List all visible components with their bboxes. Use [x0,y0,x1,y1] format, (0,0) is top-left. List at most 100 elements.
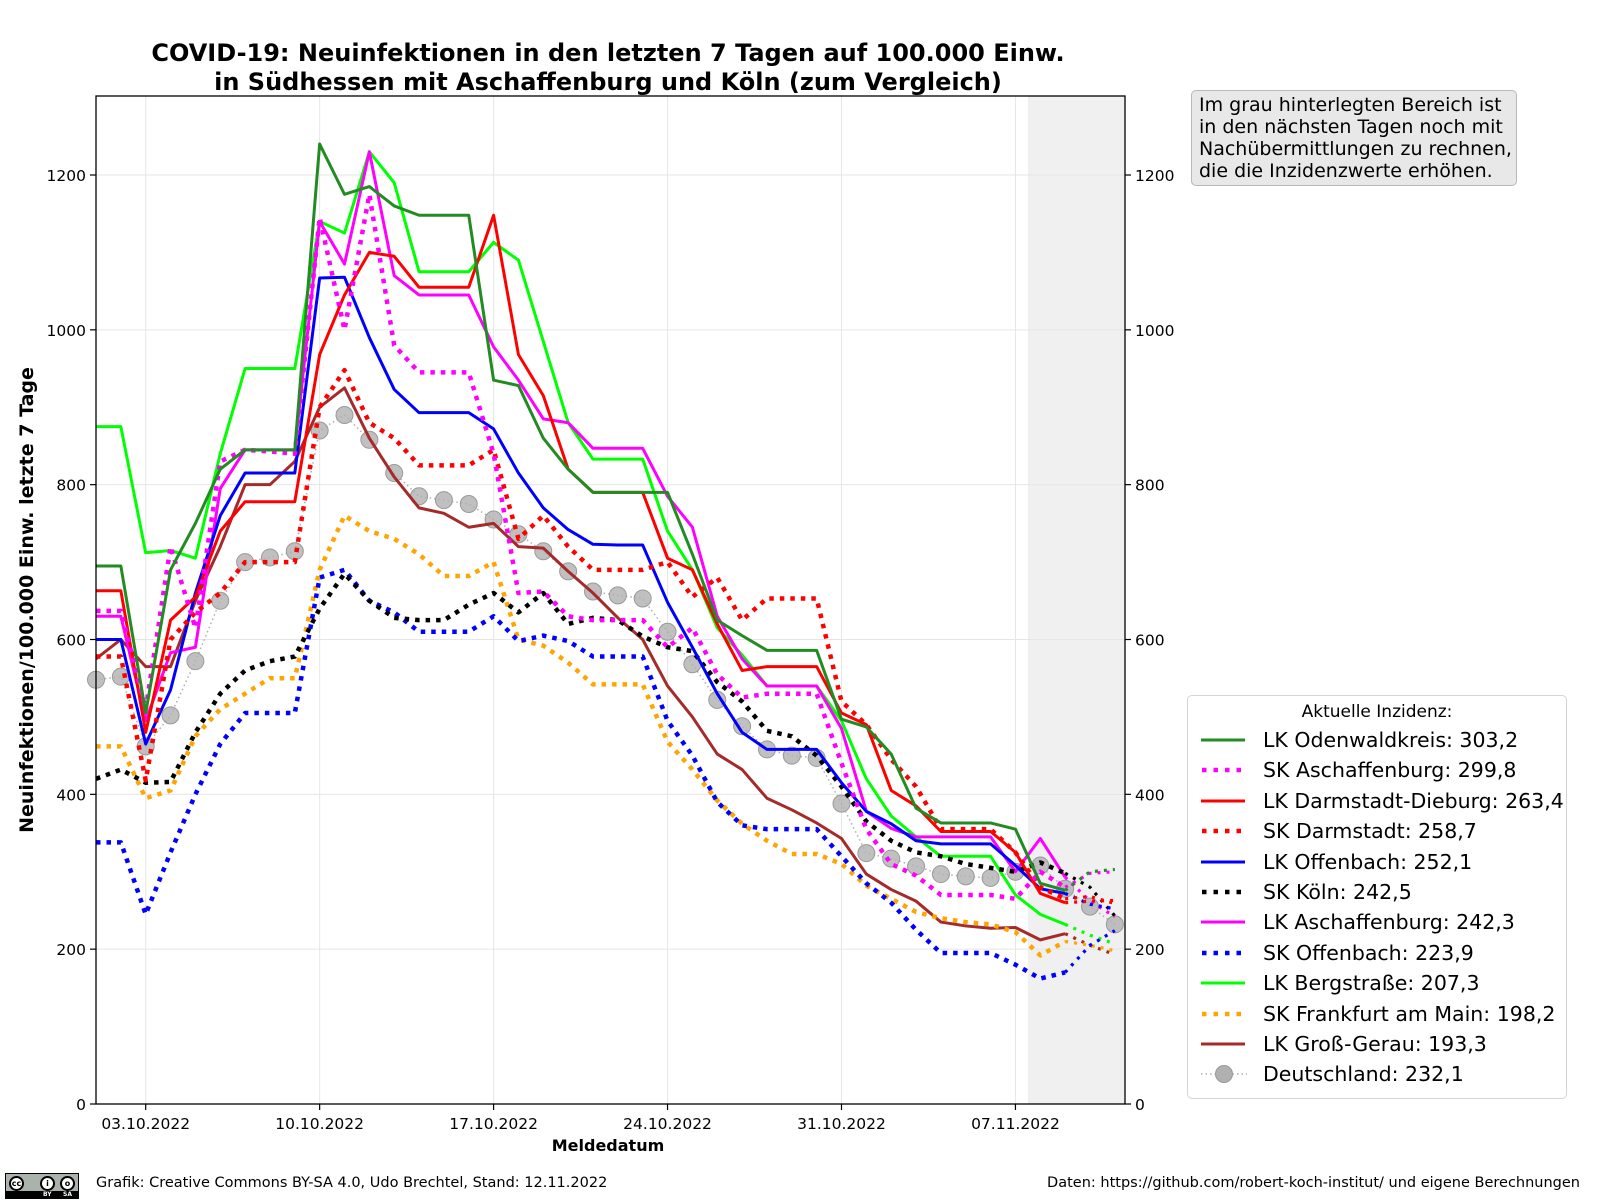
legend-label: LK Darmstadt-Dieburg: 263,4 [1263,788,1564,813]
data-point [161,706,180,725]
x-tick-label: 03.10.2022 [101,1115,190,1133]
data-point [956,867,975,886]
footer-data-source: Daten: https://github.com/robert-koch-in… [1047,1175,1580,1191]
legend-item: SK Darmstadt: 258,7 [1201,816,1477,846]
note-line: in den nächsten Tagen noch mit [1199,116,1503,138]
y-tick-label-right: 200 [1135,941,1165,959]
legend-label: LK Odenwaldkreis: 303,2 [1263,728,1519,752]
series-layer [87,142,1124,981]
x-tick-label: 24.10.2022 [623,1115,712,1133]
data-point [335,405,354,424]
data-point [658,622,677,641]
y-tick-label-right: 0 [1135,1096,1145,1114]
cc-icon: cc [9,1176,24,1191]
data-point [733,717,752,736]
legend-item: LK Darmstadt-Dieburg: 263,4 [1201,786,1564,816]
legend-label: Deutschland: 232,1 [1263,1062,1464,1087]
legend-swatch [1201,882,1247,902]
x-axis-label: Meldedatum [552,1136,665,1155]
series-preliminary-line [1063,929,1116,974]
series-line [96,567,1066,981]
legend-item: LK Bergstraße: 207,3 [1201,968,1479,998]
gridlines [96,96,1125,1104]
footer-credit: Grafik: Creative Commons BY-SA 4.0, Udo … [96,1175,608,1191]
series-4 [96,367,1116,906]
y-axis-label: Neuinfektionen/100.000 Einw. letzte 7 Ta… [16,367,38,833]
data-point [633,589,652,608]
by-icon: i [40,1176,55,1191]
preliminary-data-region [1027,96,1125,1104]
x-tick-label: 31.10.2022 [797,1115,886,1133]
legend-label: SK Darmstadt: 258,7 [1263,819,1477,844]
legend-swatch [1201,1034,1247,1054]
axis-ticks: 03.10.2022 10.10.2022 17.10.2022 24.10.2022… [47,167,1175,1133]
data-point [534,542,553,561]
series-line [96,513,1067,958]
legend-item: LK Odenwaldkreis: 303,2 [1201,725,1518,755]
legend-item: SK Offenbach: 223,9 [1201,938,1474,968]
note-line: Nachübermittlungen zu rechnen, [1199,138,1512,160]
data-point [782,746,801,765]
legend-swatch [1201,852,1247,872]
series-preliminary-line [1064,867,1115,892]
y-tick-label-right: 800 [1135,477,1165,495]
series-7 [96,150,1116,919]
legend-item: SK Aschaffenburg: 299,8 [1201,755,1516,785]
legend-label: LK Groß-Gerau: 193,3 [1263,1032,1487,1056]
y-tick-label-left: 0 [76,1096,86,1114]
data-point [907,857,926,876]
series-10 [96,513,1116,958]
note-line: Im grau hinterlegten Bereich ist [1199,94,1502,116]
legend-swatch [1201,1004,1247,1024]
data-point [981,868,1000,887]
legend-label: SK Frankfurt am Main: 198,2 [1263,1001,1556,1026]
x-tick-label: 17.10.2022 [449,1115,538,1133]
legend-swatch [1201,973,1247,993]
series-line [96,192,1067,902]
legend-item: Deutschland: 232,1 [1201,1059,1464,1089]
legend-label: SK Offenbach: 223,9 [1263,940,1474,965]
legend-label: SK Aschaffenburg: 299,8 [1263,758,1517,783]
y-tick-label-left: 200 [56,941,86,959]
chart-title-line-1: COVID-19: Neuinfektionen in den letzten … [151,39,1064,67]
series-8 [96,567,1116,981]
note-box: Im grau hinterlegten Bereich ist in den … [1191,90,1517,186]
legend-label: LK Offenbach: 252,1 [1263,849,1473,874]
series-line [96,150,1066,926]
data-point [608,586,627,605]
chart-title-line-2: in Südhessen mit Aschaffenburg und Köln … [214,68,1002,96]
legend-swatch [1201,730,1247,750]
data-point [832,794,851,813]
sa-icon: o [60,1176,75,1191]
y-tick-label-left: 800 [56,477,86,495]
data-point [857,844,876,863]
series-6 [95,571,1117,917]
legend-label: SK Köln: 242,5 [1263,880,1412,904]
data-point [509,525,528,544]
series-9 [96,150,1116,946]
legend-item: SK Köln: 242,5 [1201,877,1412,907]
series-preliminary-line [1064,891,1116,911]
series-line [96,275,1066,895]
legend-item: LK Aschaffenburg: 242,3 [1201,907,1515,937]
legend: Aktuelle Inzidenz: LK Odenwaldkreis: 303… [1187,695,1567,1099]
legend-swatch [1201,791,1247,811]
series-5 [96,275,1116,911]
y-tick-label-right: 400 [1135,786,1165,804]
legend-swatch [1201,760,1247,780]
y-tick-label-left: 600 [56,632,86,650]
series-line [96,367,1067,901]
x-tick-label: 07.11.2022 [971,1115,1060,1133]
legend-title: Aktuelle Inzidenz: [1301,702,1453,722]
data-point [434,491,453,510]
y-tick-label-left: 1000 [47,322,86,340]
legend-item: LK Offenbach: 252,1 [1201,847,1472,877]
plot-frame [95,95,1126,1105]
legend-label: LK Aschaffenburg: 242,3 [1263,910,1515,935]
y-tick-label-right: 600 [1135,632,1165,650]
series-preliminary-line [1064,922,1116,946]
legend-item: LK Groß-Gerau: 193,3 [1201,1029,1487,1059]
series-line [95,386,1066,942]
data-point [882,849,901,868]
